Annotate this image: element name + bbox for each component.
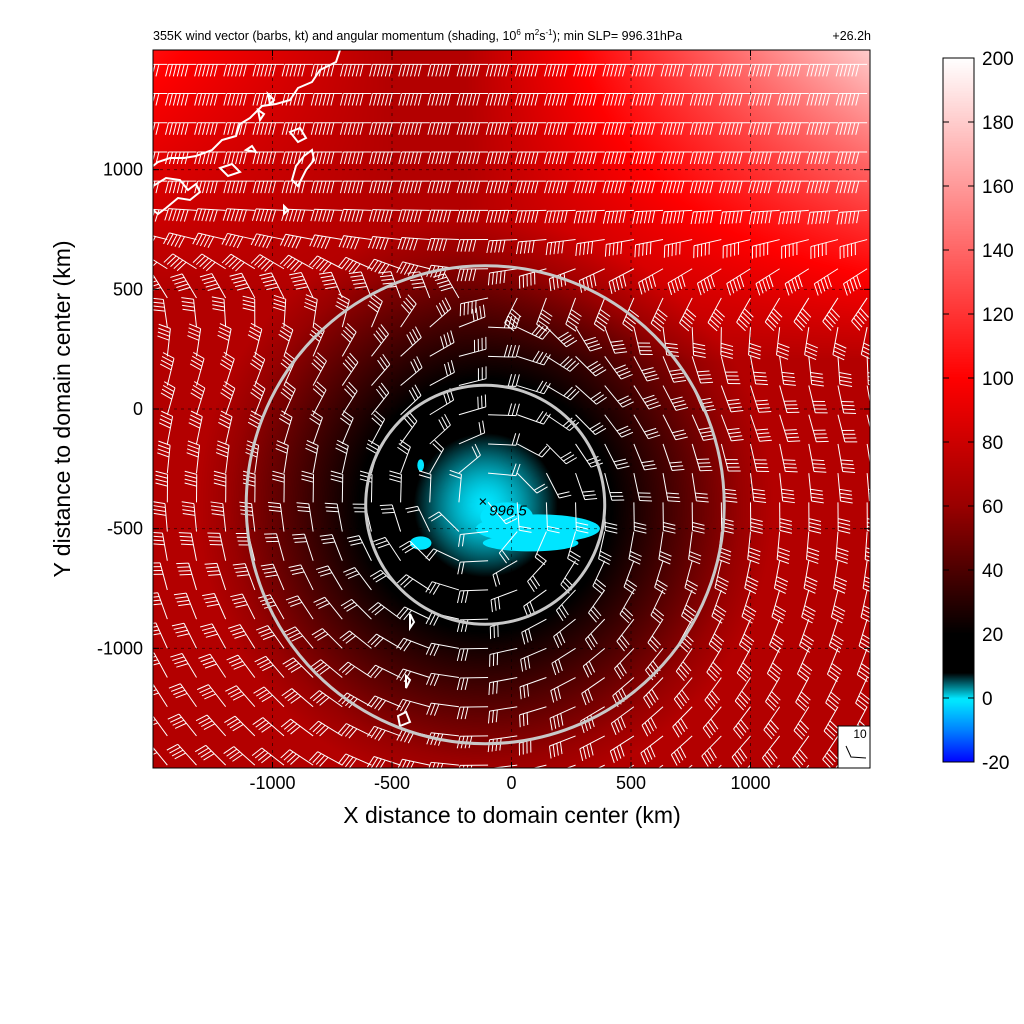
y-tick-label: 500 [113,279,143,299]
colorbar-tick-label: 60 [982,497,1003,518]
colorbar-tick-label: 180 [982,113,1014,134]
y-axis-label: Y distance to domain center (km) [49,240,75,577]
negative-patch-4 [417,459,425,472]
grid-lines [153,50,870,768]
colorbar-tick-label: 160 [982,177,1014,198]
y-tick-label: 0 [133,399,143,419]
colorbar-tick-label: 40 [982,561,1003,582]
negative-patch-2 [482,534,579,552]
x-tick-label: 0 [506,773,516,793]
colorbar-tick-label: -20 [982,753,1009,774]
y-tick-label: -500 [107,519,143,539]
colorbar-tick-label: 200 [982,49,1014,70]
colorbar-tick-label: 140 [982,241,1014,262]
colorbar-tick-label: 20 [982,625,1003,646]
chart-title: 355K wind vector (barbs, kt) and angular… [153,28,682,43]
radius-circle-0 [364,383,607,626]
colorbar-tick-label: 80 [982,433,1003,454]
radius-circle-1 [244,264,726,746]
min-slp-marker: × [478,494,487,511]
x-tick-label: -1000 [249,773,295,793]
y-tick-label: -1000 [97,638,143,658]
reference-barb-box: 10 [837,725,871,769]
y-tick-label: 1000 [103,160,143,180]
colorbar-gradient [943,58,974,762]
axes: -1000 -500 0 500 1000 1000 500 0 -500 -1000 [97,50,870,793]
x-axis-label: X distance to domain center (km) [343,802,680,828]
forecast-time: +26.2h [832,29,871,43]
reference-barb-label: 10 [853,727,867,741]
colorbar-tick-label: 120 [982,305,1014,326]
x-tick-label: 500 [616,773,646,793]
x-tick-label: 1000 [730,773,770,793]
radius-circles [244,264,726,746]
colorbar-tick-label: 0 [982,689,993,710]
wind-barbs [153,63,870,768]
colorbar-tick-label: 100 [982,369,1014,390]
min-slp-label: 996.5 [489,503,527,520]
min-slp-annotation: × 996.5 [478,494,527,520]
reference-barb [845,745,867,759]
x-tick-label: -500 [374,773,410,793]
plot-area: × 996.5 10 [152,49,871,769]
